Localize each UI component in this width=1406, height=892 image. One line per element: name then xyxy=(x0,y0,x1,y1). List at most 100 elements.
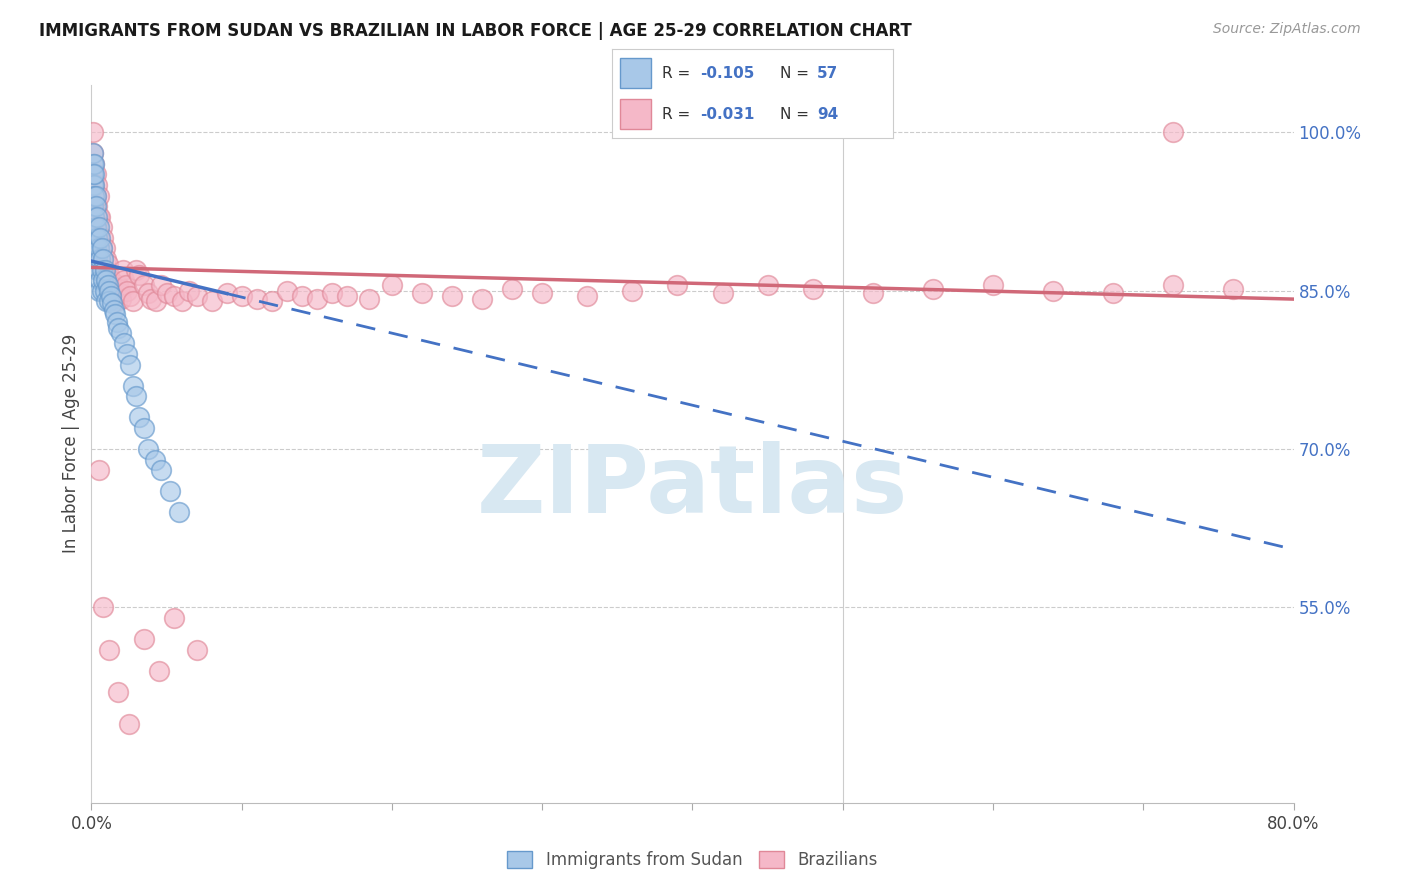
Bar xyxy=(620,58,651,88)
Point xyxy=(981,278,1004,293)
Point xyxy=(84,199,107,213)
Point xyxy=(84,220,107,235)
Point xyxy=(90,241,112,255)
Point xyxy=(305,292,328,306)
Point xyxy=(86,262,108,277)
Point xyxy=(186,642,208,657)
Point xyxy=(440,289,463,303)
Point xyxy=(471,292,494,306)
Point xyxy=(89,210,111,224)
Point xyxy=(93,252,115,266)
Point xyxy=(756,278,779,293)
Point xyxy=(94,284,117,298)
Point xyxy=(83,210,105,224)
Point xyxy=(125,262,148,277)
Point xyxy=(86,199,108,213)
Point xyxy=(122,378,145,392)
Text: IMMIGRANTS FROM SUDAN VS BRAZILIAN IN LABOR FORCE | AGE 25-29 CORRELATION CHART: IMMIGRANTS FROM SUDAN VS BRAZILIAN IN LA… xyxy=(39,22,912,40)
Point xyxy=(93,600,115,615)
Point xyxy=(86,252,108,266)
Point xyxy=(101,278,124,293)
Point xyxy=(138,285,160,300)
Point xyxy=(96,273,118,287)
Point xyxy=(82,157,104,171)
Point xyxy=(114,336,136,351)
Point xyxy=(120,289,142,303)
Point xyxy=(93,231,115,245)
Text: -0.031: -0.031 xyxy=(700,107,755,121)
Point xyxy=(101,296,124,310)
Point xyxy=(125,389,148,403)
Point xyxy=(141,292,163,306)
Point xyxy=(111,262,134,277)
Point xyxy=(260,294,283,309)
Point xyxy=(114,273,136,287)
Point xyxy=(159,484,181,499)
Point xyxy=(170,294,193,309)
Point xyxy=(621,284,644,298)
Point xyxy=(128,268,150,282)
Point xyxy=(87,262,110,277)
Point xyxy=(98,284,121,298)
Text: -0.105: -0.105 xyxy=(700,66,755,80)
Point xyxy=(531,285,554,300)
Point xyxy=(148,664,170,678)
Point xyxy=(84,188,107,202)
Point xyxy=(1042,284,1064,298)
Point xyxy=(93,273,115,287)
Point xyxy=(83,157,105,171)
Point xyxy=(132,632,155,647)
Point xyxy=(666,278,689,293)
Point xyxy=(84,241,107,255)
Point xyxy=(84,168,107,182)
Point xyxy=(107,685,129,699)
Point xyxy=(97,257,120,271)
Point xyxy=(86,231,108,245)
Point xyxy=(100,273,122,287)
Point xyxy=(89,252,111,266)
Point xyxy=(108,285,131,300)
Point xyxy=(94,262,117,277)
Text: Source: ZipAtlas.com: Source: ZipAtlas.com xyxy=(1213,22,1361,37)
Point xyxy=(1102,285,1125,300)
Point xyxy=(83,231,105,245)
Point xyxy=(90,241,112,255)
Point xyxy=(922,281,945,295)
Point xyxy=(103,284,125,298)
Point xyxy=(83,188,105,202)
Point xyxy=(97,278,120,293)
Point xyxy=(246,292,269,306)
Point xyxy=(120,358,142,372)
Bar xyxy=(620,99,651,129)
Point xyxy=(163,611,186,625)
Point xyxy=(105,294,128,309)
Point xyxy=(87,241,110,255)
Point xyxy=(115,278,138,293)
Point xyxy=(276,284,298,298)
Point xyxy=(82,146,104,161)
Point xyxy=(1161,278,1184,293)
Point xyxy=(82,168,104,182)
Point xyxy=(86,210,108,224)
Point xyxy=(100,289,122,303)
Point xyxy=(84,210,107,224)
Point xyxy=(145,294,167,309)
Point xyxy=(82,168,104,182)
Point xyxy=(801,281,824,295)
Point xyxy=(84,188,107,202)
Point xyxy=(87,284,110,298)
Point xyxy=(359,292,381,306)
Point xyxy=(90,262,112,277)
Point xyxy=(83,168,105,182)
Point xyxy=(381,278,404,293)
Point xyxy=(96,273,118,287)
Point xyxy=(215,285,238,300)
Point xyxy=(98,284,121,298)
Point xyxy=(163,289,186,303)
Point xyxy=(711,285,734,300)
Y-axis label: In Labor Force | Age 25-29: In Labor Force | Age 25-29 xyxy=(62,334,80,553)
Point xyxy=(98,642,121,657)
Point xyxy=(83,199,105,213)
Point xyxy=(87,463,110,477)
Point xyxy=(177,284,200,298)
